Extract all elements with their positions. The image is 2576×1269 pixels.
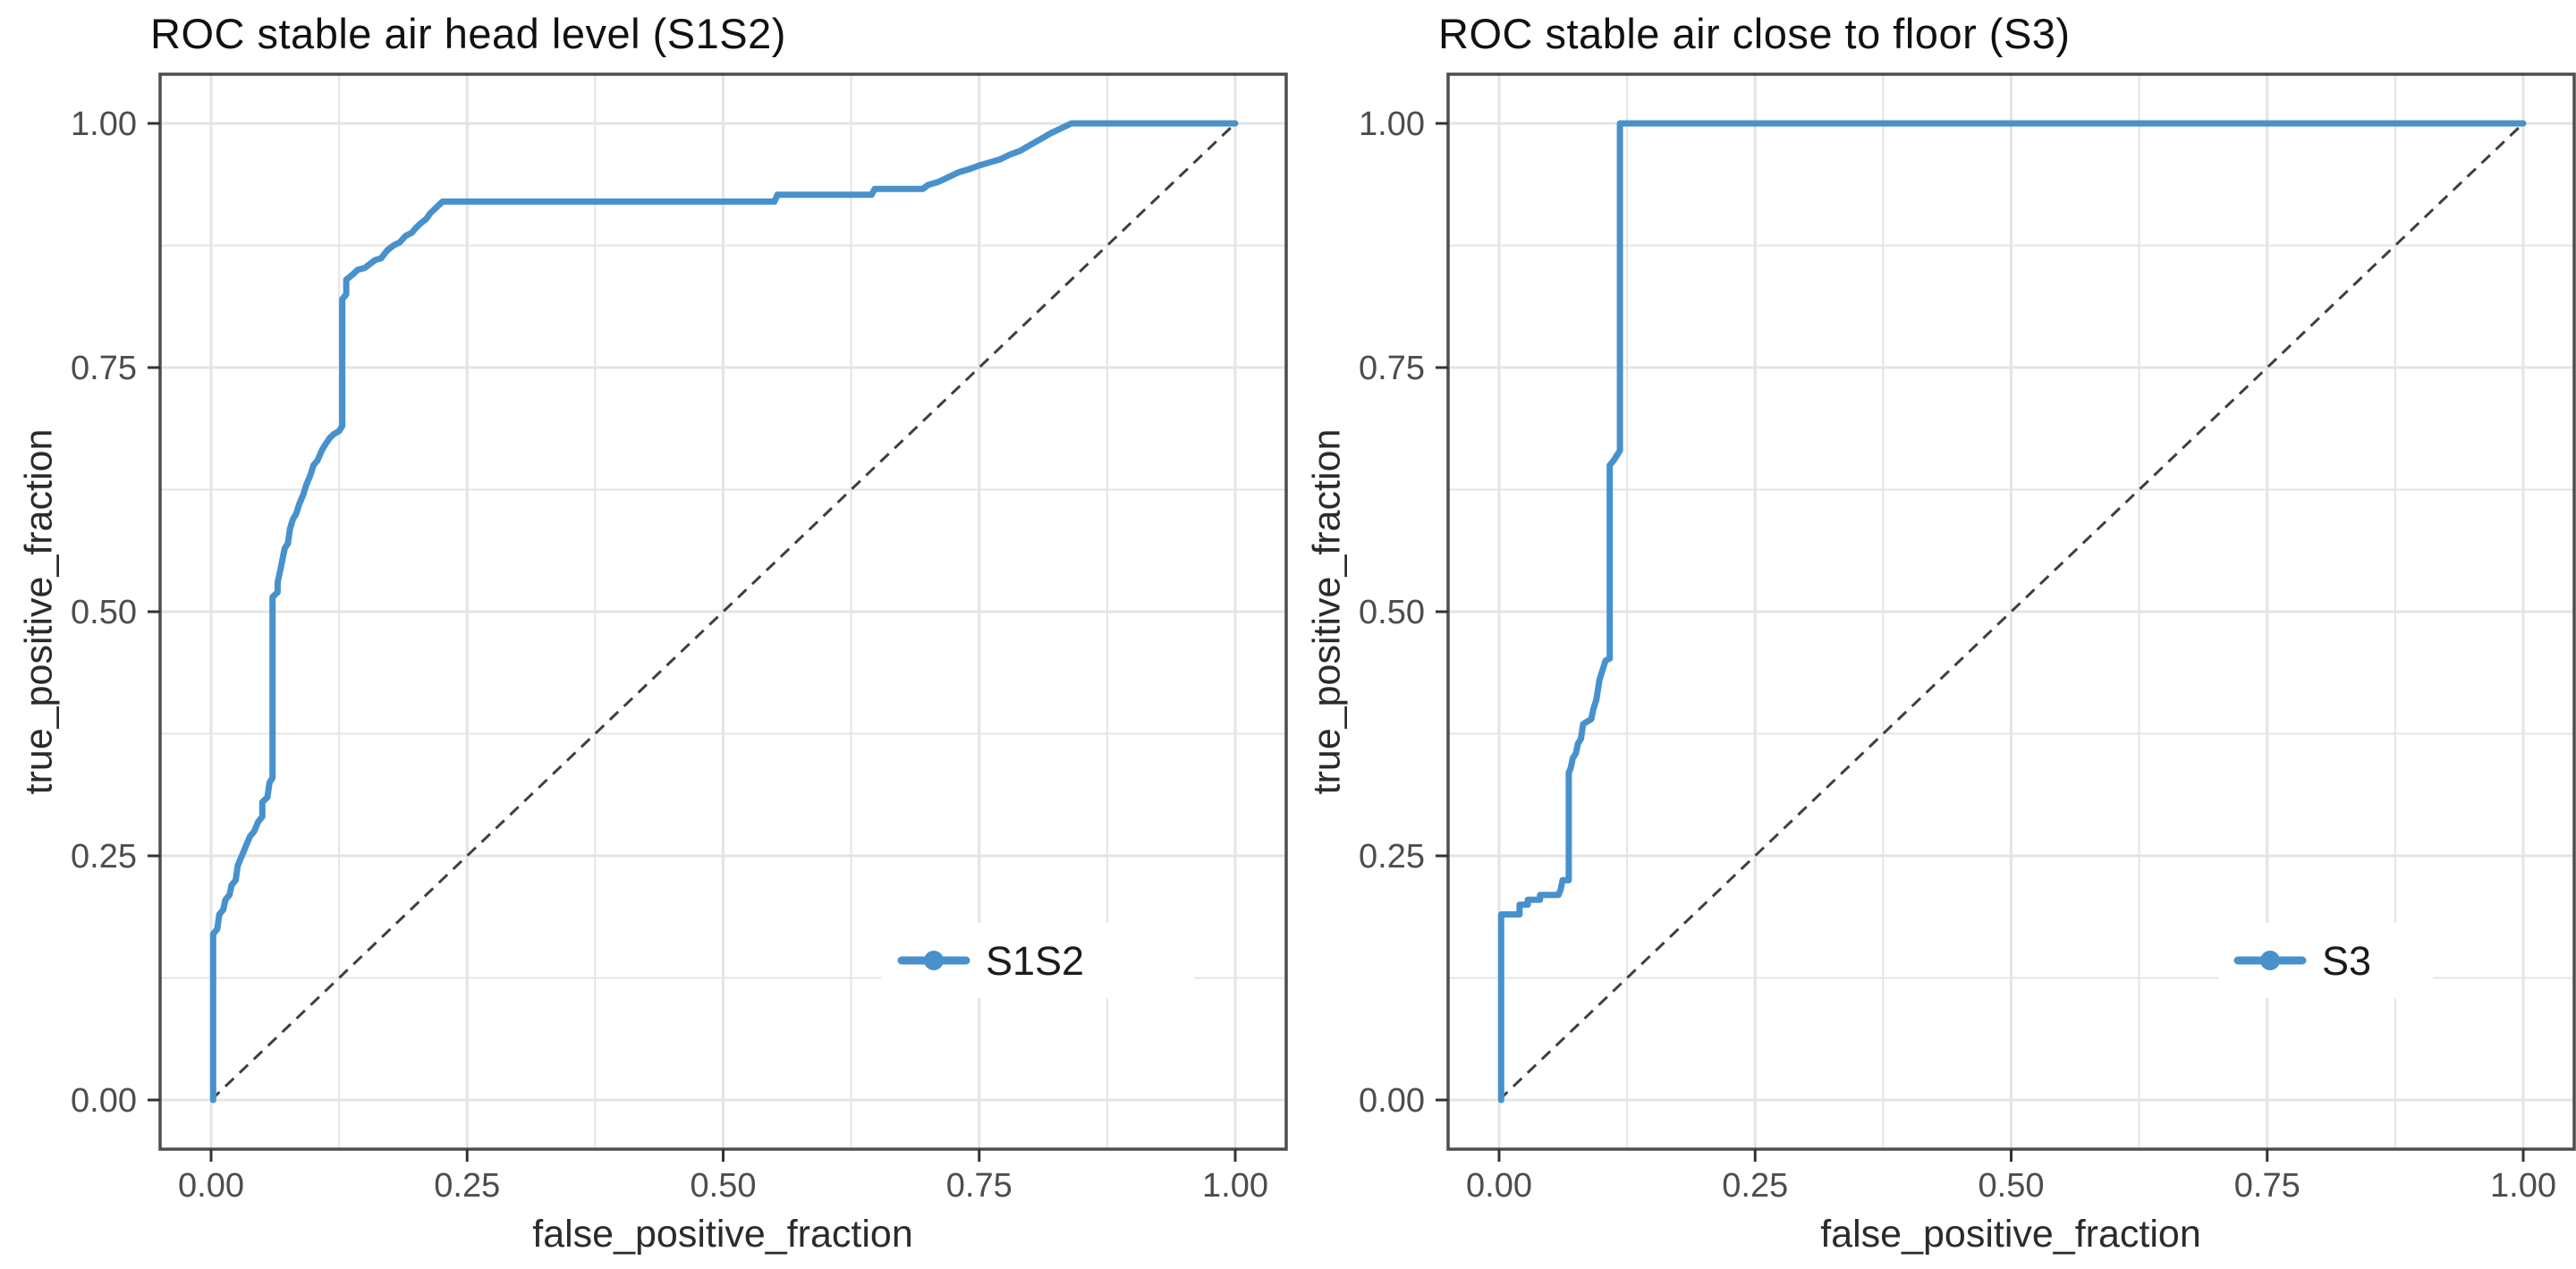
roc-curve-S3 [1497, 120, 2527, 1104]
legend-label: S1S2 [986, 938, 1084, 984]
x-tick-label: 0.75 [2234, 1167, 2301, 1205]
x-tick-label: 1.00 [1202, 1167, 1268, 1205]
chart-title: ROC stable air head level (S1S2) [150, 10, 786, 57]
y-tick-label: 0.50 [71, 594, 137, 631]
x-axis-title: false_positive_fraction [532, 1213, 913, 1256]
x-axis-title: false_positive_fraction [1820, 1213, 2201, 1256]
legend: S1S2 [881, 923, 1194, 998]
y-tick-label: 0.25 [1359, 838, 1425, 876]
y-tick-label: 0.50 [1359, 594, 1425, 631]
y-tick-label: 0.75 [71, 350, 137, 387]
x-tick-label: 0.50 [1979, 1167, 2045, 1205]
x-tick-label: 0.50 [691, 1167, 757, 1205]
roc-chart-right: ROC stable air close to floor (S3) true_… [1288, 0, 2576, 1269]
y-tick-label: 0.00 [1359, 1082, 1425, 1120]
y-tick-label: 1.00 [71, 106, 137, 143]
legend: S3 [2218, 923, 2433, 998]
legend-label: S3 [2322, 938, 2371, 984]
y-tick-label: 0.75 [1359, 350, 1425, 387]
y-axis: 0.00 0.25 0.50 0.75 1.00 [1359, 106, 1448, 1120]
y-axis: 0.00 0.25 0.50 0.75 1.00 [71, 106, 160, 1120]
legend-key-point [924, 951, 944, 970]
legend-key-point [2260, 951, 2280, 970]
x-tick-label: 0.75 [946, 1167, 1013, 1205]
x-axis: 0.00 0.25 0.50 0.75 1.00 [178, 1149, 1268, 1205]
x-axis: 0.00 0.25 0.50 0.75 1.00 [1466, 1149, 2556, 1205]
chart-title: ROC stable air close to floor (S3) [1438, 10, 2071, 57]
y-tick-label: 1.00 [1359, 106, 1425, 143]
plot-area: 0.00 0.25 0.50 0.75 1.00 0.00 0.25 0.50 0.75 1.00… [1359, 72, 2576, 1205]
x-tick-label: 0.00 [178, 1167, 244, 1205]
roc-curve-S1S2 [209, 120, 1239, 1104]
x-tick-label: 0.25 [1722, 1167, 1788, 1205]
gridlines [160, 74, 1286, 1149]
x-tick-label: 0.25 [434, 1167, 500, 1205]
x-tick-label: 0.00 [1466, 1167, 1532, 1205]
plot-area: 0.00 0.25 0.50 0.75 1.00 0.00 0.25 0.50 0.75 1.00… [71, 72, 1288, 1205]
y-tick-label: 0.25 [71, 838, 137, 876]
roc-chart-left: ROC stable air head level (S1S2) true_po… [18, 10, 1288, 1256]
x-tick-label: 1.00 [2490, 1167, 2556, 1205]
y-tick-label: 0.00 [71, 1082, 137, 1120]
